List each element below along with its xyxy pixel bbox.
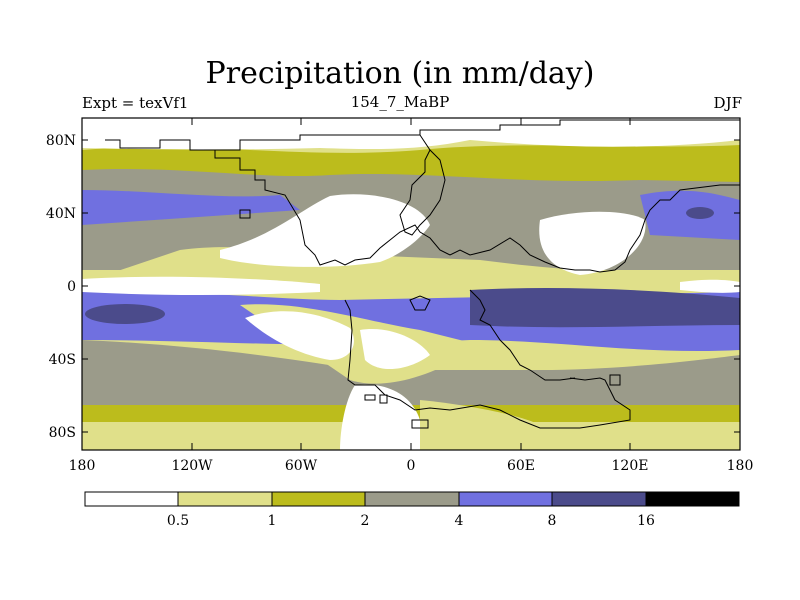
period-label: 154_7_MaBP (350, 93, 450, 111)
x-tick-180e: 180 (727, 458, 754, 474)
dry-zone-arctic (82, 118, 740, 150)
precip-field (82, 118, 740, 450)
coastline-island-1 (239, 209, 251, 219)
coastline-island-2 (379, 394, 388, 404)
dry-zone-north-pacific (220, 194, 430, 267)
coastline-north (105, 139, 740, 273)
y-tick-80S: 80S (49, 425, 76, 441)
y-tick-0: 0 (67, 279, 76, 295)
coastline-southern-block (469, 289, 576, 381)
x-tick-60W: 60W (285, 458, 318, 474)
legend-colorbar (84, 491, 740, 507)
south-america-dry (340, 384, 420, 450)
x-tick-120E: 120E (612, 458, 649, 474)
season-label: DJF (713, 94, 742, 112)
coastline-island-5 (609, 374, 621, 386)
coastlines (105, 119, 740, 429)
x-tick-180w: 180 (69, 458, 96, 474)
legend-swatch-2 (271, 491, 366, 507)
experiment-label: Expt = texVf1 (82, 94, 189, 112)
south-america-yellow (420, 400, 540, 450)
x-tick-60E: 60E (507, 458, 535, 474)
legend-label-1: 1 (268, 513, 277, 529)
southern-dark-core (85, 304, 165, 324)
legend-label-16: 16 (637, 513, 655, 529)
axis-ticks (81, 118, 741, 450)
coastline-island-3 (364, 394, 376, 401)
coastline-africa (344, 299, 631, 429)
coastline-island-4 (411, 419, 429, 429)
dry-zone-south-atlantic (360, 329, 430, 370)
x-tick-120W: 120W (171, 458, 213, 474)
equatorial-dark-core (470, 287, 740, 328)
northern-blue-band (82, 190, 300, 225)
dry-zone-asia (539, 211, 646, 275)
coastline-europe (399, 134, 446, 236)
dry-zone-equator-west (82, 276, 320, 295)
coastline-north-interior (215, 119, 740, 151)
legend-swatch-4 (458, 491, 553, 507)
legend-label-0.5: 0.5 (167, 513, 189, 529)
y-tick-40N: 40N (46, 206, 76, 222)
legend-swatch-5 (551, 491, 647, 507)
dry-zone-equator-east (680, 279, 740, 293)
legend-label-8: 8 (548, 513, 557, 529)
legend-swatch-0 (84, 491, 179, 507)
legend-swatch-1 (177, 491, 273, 507)
coastline-lake (409, 295, 431, 311)
legend-swatch-3 (364, 491, 460, 507)
northern-storm-core (686, 207, 714, 219)
chart-title: Precipitation (in mm/day) (205, 56, 595, 91)
dry-zone-south-pacific (245, 311, 354, 360)
y-tick-40S: 40S (49, 352, 76, 368)
legend-label-4: 4 (455, 513, 464, 529)
x-tick-0: 0 (407, 458, 416, 474)
y-tick-80N: 80N (46, 133, 76, 149)
north-subtropic-yellow (82, 247, 600, 285)
legend-label-2: 2 (361, 513, 370, 529)
legend-swatch-6 (645, 491, 740, 507)
